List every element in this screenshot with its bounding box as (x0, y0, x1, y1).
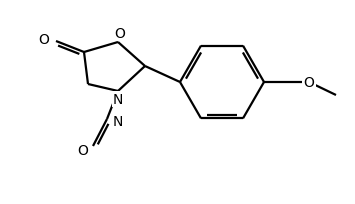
Text: O: O (115, 27, 125, 41)
Text: N: N (113, 114, 124, 128)
Text: N: N (113, 93, 123, 106)
Text: O: O (304, 76, 315, 90)
Text: O: O (38, 33, 49, 47)
Text: O: O (77, 143, 88, 157)
